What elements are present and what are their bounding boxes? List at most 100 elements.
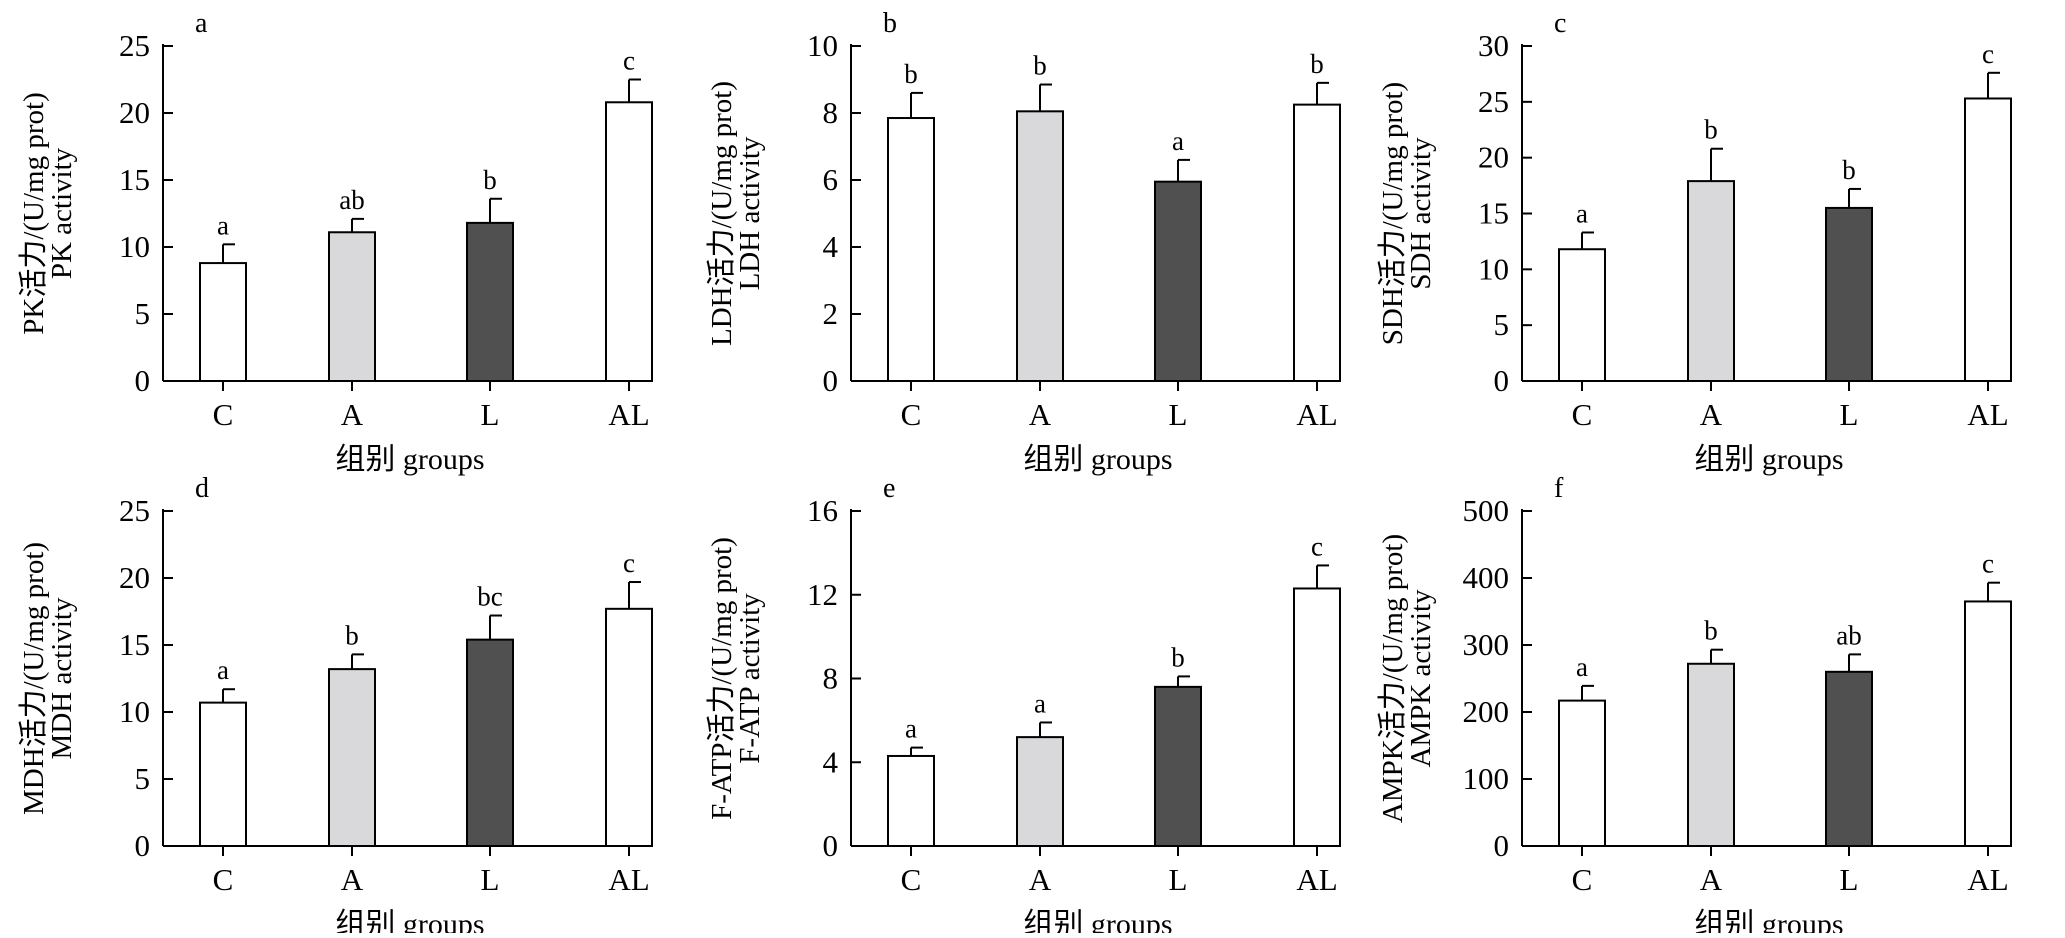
y-tick-label: 2 — [823, 296, 839, 331]
x-tick-label: C — [1572, 862, 1593, 897]
significance-label: a — [1576, 652, 1588, 682]
significance-label: b — [1704, 115, 1718, 145]
x-tick-label: L — [481, 862, 500, 897]
significance-label: c — [1982, 39, 1994, 69]
bar-A — [328, 231, 376, 382]
significance-label: c — [623, 548, 635, 578]
y-axis-title-en: MDH activity — [46, 597, 78, 759]
x-tick-label: L — [1169, 397, 1188, 432]
y-tick-label: 20 — [119, 95, 150, 130]
bar-C — [1558, 248, 1606, 382]
y-tick-label: 15 — [1478, 196, 1509, 231]
bar-C — [199, 701, 247, 847]
y-axis-title-en: F-ATP activity — [734, 593, 766, 764]
x-tick-label: AL — [1967, 862, 2008, 897]
significance-label: a — [217, 655, 229, 685]
chart-panel-f: f 0 100 200 300 400 500 a Cb Aab Lc AL 组别 groups AMPK… — [1376, 473, 2012, 938]
y-tick-label: 5 — [135, 296, 151, 331]
chart-panel-e: e 0 4 8 12 16 a Ca Ab Lc AL 组别 groups F-ATP活力/(U/mg … — [705, 473, 1341, 938]
y-tick-label: 25 — [1478, 84, 1509, 119]
y-tick-label: 0 — [823, 363, 839, 398]
chart-panel-a: a 0 5 10 15 20 25 a Cab Ab Lc AL 组别 groups PK活力/(U/mg… — [17, 8, 653, 476]
significance-label: a — [905, 714, 917, 744]
bar-L — [1154, 685, 1202, 847]
y-tick-label: 16 — [807, 493, 838, 528]
bar-A — [1687, 662, 1735, 848]
bar-C — [1558, 699, 1606, 847]
x-axis-title: 组别 groups — [1694, 443, 1843, 476]
x-tick-label: A — [1700, 397, 1723, 432]
y-tick-label: 20 — [119, 560, 150, 595]
significance-label: a — [1034, 688, 1046, 718]
bar-A — [1016, 736, 1064, 847]
x-tick-label: A — [341, 397, 364, 432]
bar-L — [1154, 180, 1202, 382]
y-axis-title-cn: AMPK活力/(U/mg prot) — [1376, 534, 1409, 823]
bar-C — [887, 754, 935, 847]
significance-label: b — [1171, 642, 1185, 672]
significance-label: b — [1310, 49, 1324, 79]
bar-AL — [605, 607, 653, 847]
y-tick-label: 10 — [1478, 251, 1509, 286]
y-axis-title-en: AMPK activity — [1405, 589, 1437, 768]
x-tick-label: A — [341, 862, 364, 897]
x-tick-label: L — [1169, 862, 1188, 897]
y-tick-label: 8 — [823, 95, 839, 130]
bar-A — [328, 668, 376, 847]
bar-A — [1687, 180, 1735, 382]
y-tick-label: 8 — [823, 661, 839, 696]
y-tick-label: 12 — [807, 577, 838, 612]
x-tick-label: C — [901, 862, 922, 897]
bar-C — [887, 117, 935, 383]
x-tick-label: A — [1700, 862, 1723, 897]
bar-AL — [1964, 600, 2012, 848]
y-tick-label: 0 — [135, 363, 151, 398]
y-axis-title-cn: MDH活力/(U/mg prot) — [17, 542, 50, 815]
bar-AL — [605, 101, 653, 382]
x-tick-label: C — [213, 397, 234, 432]
y-tick-label: 5 — [135, 761, 151, 796]
y-tick-label: 400 — [1463, 560, 1510, 595]
bar-A — [1016, 110, 1064, 382]
significance-label: b — [345, 620, 359, 650]
panel-letter: d — [195, 473, 209, 504]
y-tick-label: 0 — [135, 828, 151, 863]
y-tick-label: 0 — [1494, 363, 1510, 398]
x-tick-label: AL — [1967, 397, 2008, 432]
panel-letter: e — [883, 473, 895, 504]
bar-AL — [1293, 587, 1341, 847]
panel-letter: f — [1554, 473, 1564, 504]
x-tick-label: L — [1840, 862, 1859, 897]
bar-L — [1825, 206, 1873, 382]
y-tick-label: 0 — [823, 828, 839, 863]
x-tick-label: L — [1840, 397, 1859, 432]
y-tick-label: 4 — [823, 229, 839, 264]
y-tick-label: 500 — [1463, 493, 1510, 528]
y-axis-title-en: LDH activity — [734, 136, 766, 290]
y-tick-label: 10 — [119, 694, 150, 729]
y-axis-title-cn: LDH活力/(U/mg prot) — [705, 81, 738, 346]
bar-AL — [1293, 103, 1341, 382]
y-tick-label: 200 — [1463, 694, 1510, 729]
significance-label: a — [1172, 126, 1184, 156]
bar-AL — [1964, 97, 2012, 382]
x-tick-label: AL — [608, 397, 649, 432]
significance-label: ab — [1836, 620, 1861, 650]
x-axis-title: 组别 groups — [1694, 908, 1843, 933]
significance-label: c — [1982, 549, 1994, 579]
significance-label: b — [483, 165, 497, 195]
x-axis-title: 组别 groups — [1023, 908, 1172, 933]
significance-label: b — [1842, 155, 1856, 185]
y-tick-label: 25 — [119, 28, 150, 63]
significance-label: a — [1576, 198, 1588, 228]
x-tick-label: AL — [1296, 862, 1337, 897]
y-axis-title-cn: F-ATP活力/(U/mg prot) — [705, 537, 738, 820]
bar-L — [1825, 670, 1873, 847]
y-axis-title-en: PK activity — [46, 147, 78, 279]
chart-panel-d: d 0 5 10 15 20 25 a Cb Abc Lc AL 组别 groups MDH活力/(U/m… — [17, 473, 653, 938]
x-tick-label: AL — [1296, 397, 1337, 432]
x-tick-label: A — [1029, 862, 1052, 897]
panel-letter: a — [195, 8, 208, 39]
